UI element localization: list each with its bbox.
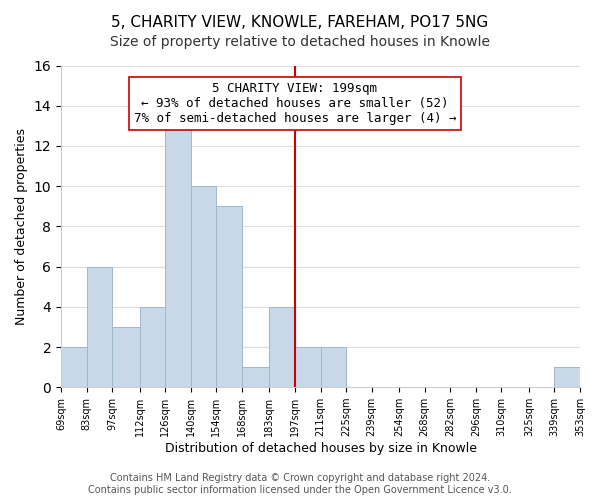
X-axis label: Distribution of detached houses by size in Knowle: Distribution of detached houses by size … [164, 442, 476, 455]
Y-axis label: Number of detached properties: Number of detached properties [15, 128, 28, 325]
Text: Size of property relative to detached houses in Knowle: Size of property relative to detached ho… [110, 35, 490, 49]
Bar [140, 307, 165, 387]
Bar [242, 367, 269, 387]
Bar [191, 186, 217, 387]
Text: Contains HM Land Registry data © Crown copyright and database right 2024.
Contai: Contains HM Land Registry data © Crown c… [88, 474, 512, 495]
Text: 5 CHARITY VIEW: 199sqm
← 93% of detached houses are smaller (52)
7% of semi-deta: 5 CHARITY VIEW: 199sqm ← 93% of detached… [134, 82, 456, 124]
Bar [217, 206, 242, 387]
Bar [320, 347, 346, 387]
Bar [554, 367, 580, 387]
Bar [269, 307, 295, 387]
Bar [165, 126, 191, 387]
Bar [295, 347, 320, 387]
Text: 5, CHARITY VIEW, KNOWLE, FAREHAM, PO17 5NG: 5, CHARITY VIEW, KNOWLE, FAREHAM, PO17 5… [112, 15, 488, 30]
Bar [86, 266, 112, 387]
Bar [61, 347, 86, 387]
Bar [112, 327, 140, 387]
